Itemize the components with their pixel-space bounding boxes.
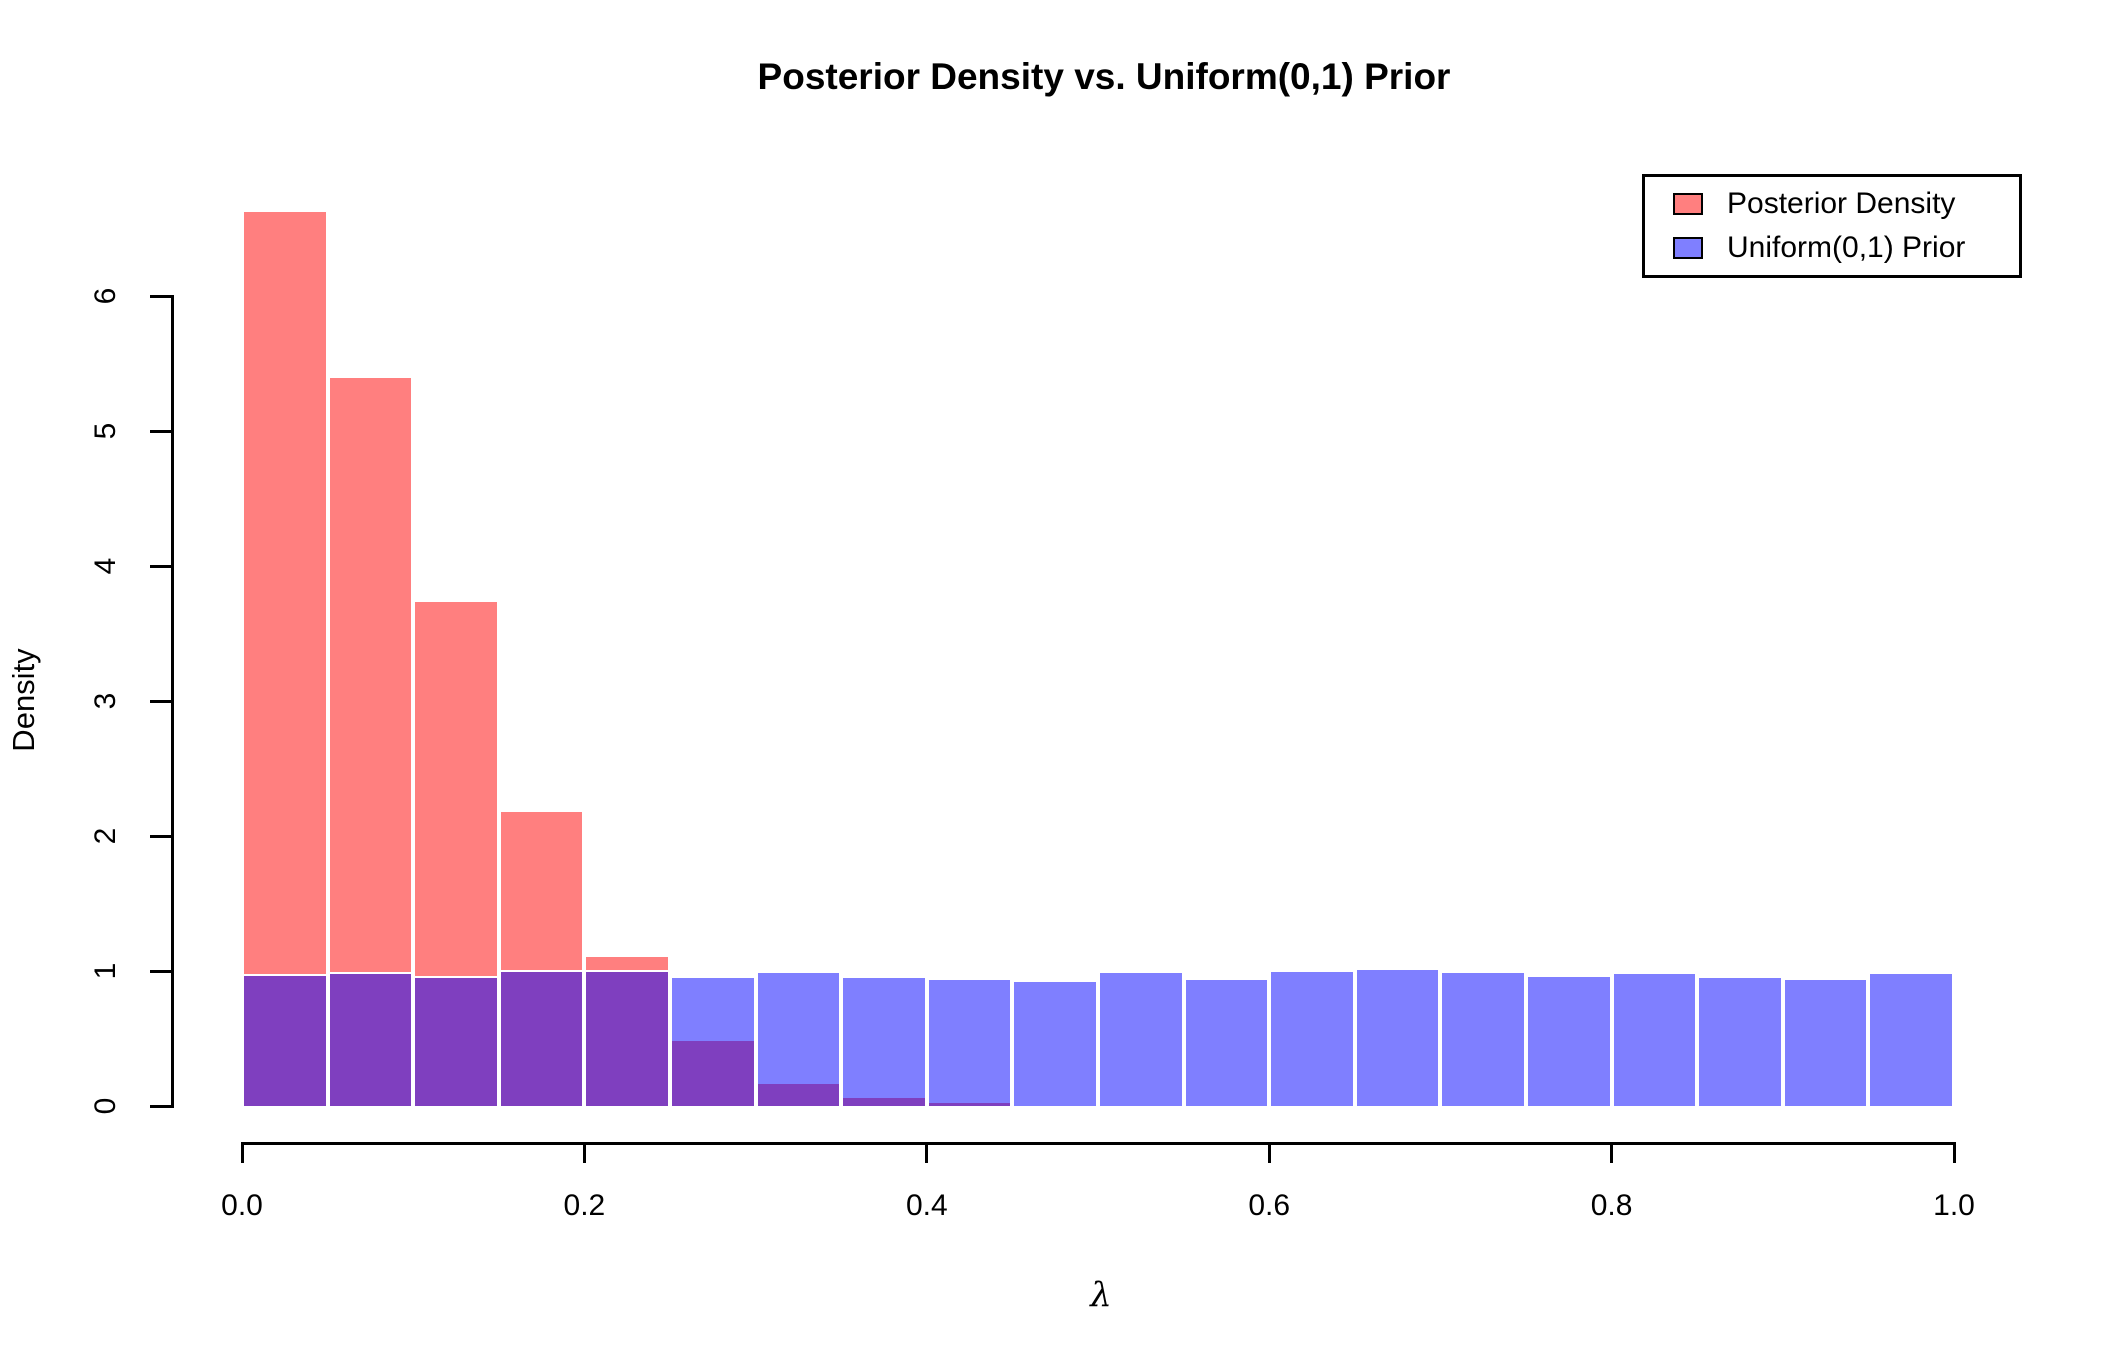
prior-bar: [1012, 980, 1098, 1106]
y-tick: [150, 969, 171, 973]
posterior-color-swatch: [1673, 193, 1703, 215]
prior-bar: [670, 976, 756, 1106]
y-tick: [150, 564, 171, 568]
x-tick: [1610, 1142, 1614, 1163]
x-tick: [1267, 1142, 1271, 1163]
legend-item-posterior: Posterior Density: [1673, 187, 2019, 221]
x-tick-label: 0.0: [221, 1189, 263, 1222]
legend-label-prior: Uniform(0,1) Prior: [1727, 231, 1966, 264]
x-tick-label: 0.4: [905, 1189, 948, 1222]
y-tick: [150, 294, 171, 298]
prior-bar: [1440, 971, 1526, 1106]
prior-bar: [1611, 972, 1698, 1106]
prior-bar: [242, 973, 328, 1106]
x-axis-line: [240, 1142, 1956, 1145]
prior-bar: [327, 972, 414, 1106]
y-tick-label: 6: [89, 287, 122, 305]
y-tick-label: 3: [89, 692, 122, 710]
x-tick: [1952, 1142, 1956, 1163]
y-tick: [150, 1104, 171, 1108]
prior-bar: [1782, 977, 1869, 1106]
y-tick-label: 2: [89, 827, 122, 845]
prior-color-swatch: [1673, 237, 1703, 259]
y-axis-label: Density: [6, 648, 41, 752]
prior-bar: [1868, 972, 1954, 1106]
posterior-bar: [242, 209, 328, 1106]
prior-bar: [1526, 975, 1612, 1106]
prior-bar: [841, 976, 927, 1106]
y-tick-label: 4: [89, 557, 122, 575]
prior-bar: [1697, 976, 1783, 1106]
prior-bar: [1269, 969, 1355, 1106]
x-tick-label: 1.0: [1933, 1189, 1975, 1222]
prior-bar: [755, 971, 842, 1106]
y-tick: [150, 699, 171, 703]
y-tick-label: 5: [89, 422, 122, 440]
prior-bar: [584, 969, 670, 1106]
legend: Posterior Density Uniform(0,1) Prior: [1642, 174, 2022, 278]
y-tick: [150, 834, 171, 838]
prior-bar: [498, 969, 585, 1106]
legend-item-prior: Uniform(0,1) Prior: [1673, 231, 2019, 265]
y-tick-label: 1: [89, 962, 122, 980]
x-tick: [925, 1142, 929, 1163]
prior-bar: [1354, 968, 1441, 1106]
prior-bar: [1183, 977, 1270, 1106]
x-tick: [240, 1142, 244, 1163]
y-axis-line: [171, 294, 174, 1108]
y-tick: [150, 429, 171, 433]
prior-bar: [1098, 971, 1184, 1106]
prior-bar: [926, 977, 1013, 1106]
chart-title: Posterior Density vs. Uniform(0,1) Prior: [757, 56, 1451, 97]
x-tick-label: 0.8: [1590, 1189, 1633, 1222]
x-tick-label: 0.2: [563, 1189, 606, 1222]
x-tick-label: 0.6: [1248, 1189, 1291, 1222]
x-axis-label: λ: [1090, 1275, 1112, 1315]
x-tick: [582, 1142, 586, 1163]
legend-label-posterior: Posterior Density: [1727, 187, 1956, 220]
y-tick-label: 0: [89, 1097, 122, 1115]
prior-bar: [413, 976, 499, 1106]
